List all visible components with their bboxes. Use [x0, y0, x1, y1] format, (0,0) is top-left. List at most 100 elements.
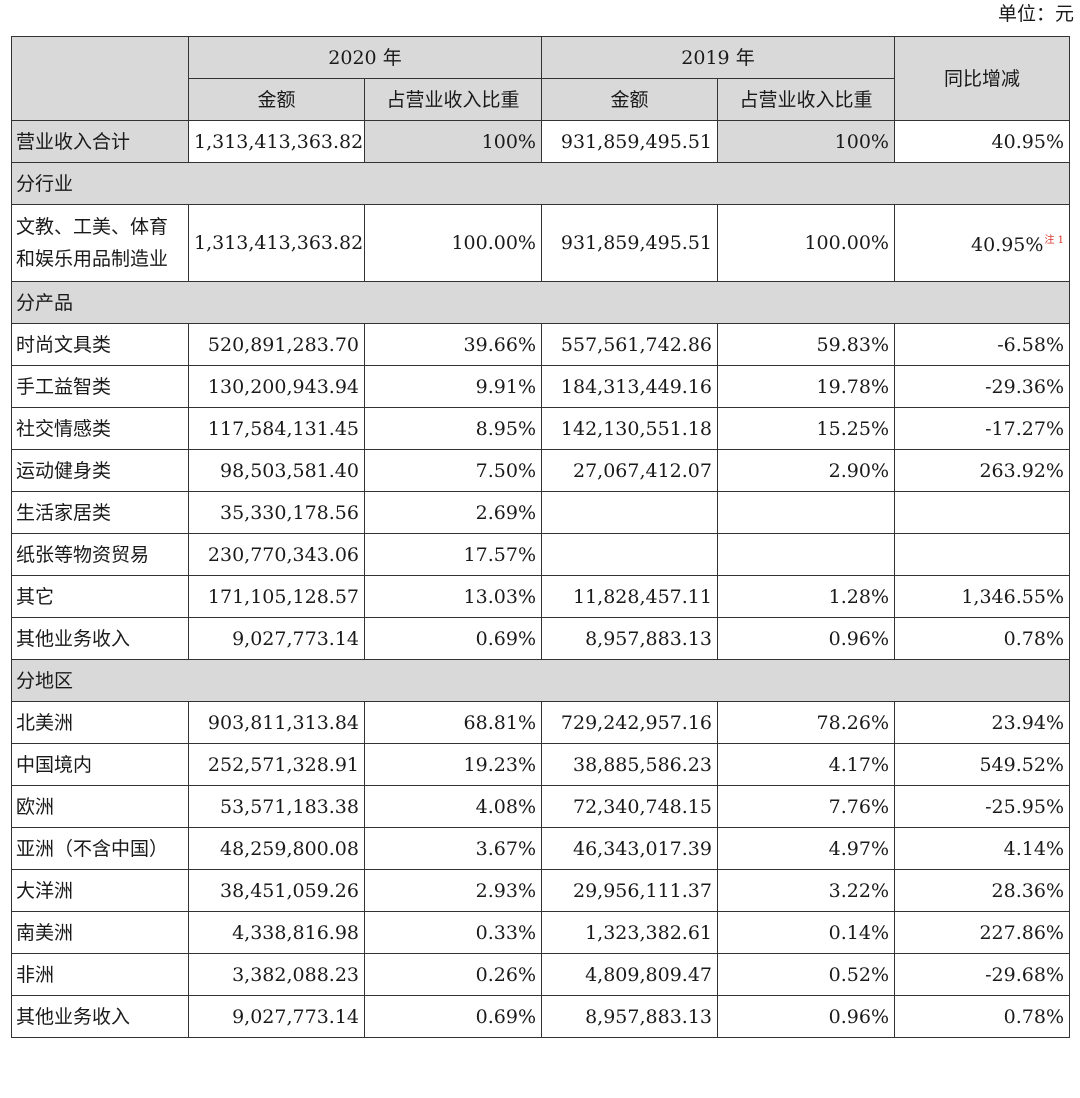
ratio-2019-cell: 0.52%: [717, 953, 895, 996]
product-row: 其他业务收入 9,027,773.14 0.69% 8,957,883.13 0.96%…: [11, 617, 1070, 660]
region-row: 中国境内 252,571,328.91 19.23% 38,885,586.23 4.1…: [11, 743, 1070, 786]
row-label: 其他业务收入: [11, 995, 189, 1038]
yoy-cell: 1,346.55%: [894, 575, 1070, 618]
revenue-composition-table: 2020 年 2019 年 同比增减 金额 占营业收入比重 金额 占营业收入比重…: [11, 36, 1070, 1038]
ratio-2020-cell: 39.66%: [364, 323, 542, 366]
product-row: 手工益智类 130,200,943.94 9.91% 184,313,449.16 19…: [11, 365, 1070, 408]
header-ratio-2019: 占营业收入比重: [717, 78, 895, 121]
region-row: 非洲 3,382,088.23 0.26% 4,809,809.47 0.52% -29.…: [11, 953, 1070, 996]
yoy-cell: -6.58%: [894, 323, 1070, 366]
amount-2020-cell: 53,571,183.38: [188, 785, 365, 828]
yoy-cell: 40.95%注 1: [894, 204, 1070, 282]
ratio-2019-cell: 1.28%: [717, 575, 895, 618]
amount-2019-cell: 1,323,382.61: [541, 911, 718, 954]
product-row: 纸张等物资贸易 230,770,343.06 17.57%: [11, 533, 1070, 576]
ratio-2020-cell: 19.23%: [364, 743, 542, 786]
amount-2020-cell: 38,451,059.26: [188, 869, 365, 912]
amount-2020-cell: 117,584,131.45: [188, 407, 365, 450]
yoy-cell: -29.68%: [894, 953, 1070, 996]
product-row: 生活家居类 35,330,178.56 2.69%: [11, 491, 1070, 534]
amount-2020-cell: 35,330,178.56: [188, 491, 365, 534]
region-row: 南美洲 4,338,816.98 0.33% 1,323,382.61 0.14% 227…: [11, 911, 1070, 954]
row-label: 其它: [11, 575, 189, 618]
yoy-cell: 28.36%: [894, 869, 1070, 912]
ratio-2020-cell: 13.03%: [364, 575, 542, 618]
row-label: 欧洲: [11, 785, 189, 828]
yoy-cell: -29.36%: [894, 365, 1070, 408]
yoy-cell: 40.95%: [894, 120, 1070, 163]
amount-2019-cell: 729,242,957.16: [541, 701, 718, 744]
footnote-marker: 注 1: [1044, 235, 1064, 246]
product-row: 其它 171,105,128.57 13.03% 11,828,457.11 1.28%…: [11, 575, 1070, 618]
amount-2019-cell: [541, 533, 718, 576]
yoy-cell: -17.27%: [894, 407, 1070, 450]
row-label: 营业收入合计: [11, 120, 189, 163]
amount-2020-cell: 230,770,343.06: [188, 533, 365, 576]
ratio-2019-cell: 0.14%: [717, 911, 895, 954]
product-row: 运动健身类 98,503,581.40 7.50% 27,067,412.07 2.90…: [11, 449, 1070, 492]
row-label: 非洲: [11, 953, 189, 996]
section-label: 分行业: [11, 162, 1070, 205]
row-label: 生活家居类: [11, 491, 189, 534]
ratio-2019-cell: 59.83%: [717, 323, 895, 366]
header-year-2020: 2020 年: [188, 36, 542, 79]
ratio-2019-cell: 3.22%: [717, 869, 895, 912]
ratio-2020-cell: 8.95%: [364, 407, 542, 450]
amount-2020-cell: 4,338,816.98: [188, 911, 365, 954]
yoy-value: 40.95%: [971, 234, 1044, 256]
row-label: 时尚文具类: [11, 323, 189, 366]
ratio-2020-cell: 0.26%: [364, 953, 542, 996]
yoy-cell: -25.95%: [894, 785, 1070, 828]
ratio-2019-cell: 100.00%: [717, 204, 895, 282]
row-label: 运动健身类: [11, 449, 189, 492]
row-label: 文教、工美、体育和娱乐用品制造业: [11, 204, 189, 282]
amount-2020-cell: 171,105,128.57: [188, 575, 365, 618]
amount-2020-cell: 903,811,313.84: [188, 701, 365, 744]
ratio-2020-cell: 0.69%: [364, 995, 542, 1038]
yoy-cell: 263.92%: [894, 449, 1070, 492]
ratio-2020-cell: 2.69%: [364, 491, 542, 534]
unit-label: 单位：元: [997, 3, 1074, 25]
ratio-2019-cell: 4.97%: [717, 827, 895, 870]
section-row-region: 分地区: [11, 659, 1070, 702]
ratio-2019-cell: [717, 491, 895, 534]
ratio-2019-cell: 0.96%: [717, 995, 895, 1038]
ratio-2020-cell: 3.67%: [364, 827, 542, 870]
header-amount-2019: 金额: [541, 78, 718, 121]
ratio-2019-cell: 78.26%: [717, 701, 895, 744]
ratio-2020-cell: 4.08%: [364, 785, 542, 828]
industry-row: 文教、工美、体育和娱乐用品制造业 1,313,413,363.82 100.00…: [11, 204, 1070, 282]
ratio-2020-cell: 9.91%: [364, 365, 542, 408]
header-amount-2020: 金额: [188, 78, 365, 121]
amount-2019-cell: 29,956,111.37: [541, 869, 718, 912]
ratio-2019-cell: 4.17%: [717, 743, 895, 786]
amount-2019-cell: 931,859,495.51: [541, 204, 718, 282]
header-yoy: 同比增减: [894, 36, 1070, 121]
amount-2020-cell: 3,382,088.23: [188, 953, 365, 996]
ratio-2020-cell: 7.50%: [364, 449, 542, 492]
ratio-2020-cell: 2.93%: [364, 869, 542, 912]
amount-2019-cell: 142,130,551.18: [541, 407, 718, 450]
table-body: 营业收入合计 1,313,413,363.82 100% 931,859,495…: [11, 120, 1070, 1038]
ratio-2019-cell: 7.76%: [717, 785, 895, 828]
amount-2020-cell: 1,313,413,363.82: [188, 204, 365, 282]
row-label: 手工益智类: [11, 365, 189, 408]
amount-2019-cell: 931,859,495.51: [541, 120, 718, 163]
row-label: 南美洲: [11, 911, 189, 954]
row-label: 其他业务收入: [11, 617, 189, 660]
header-row-columns: 金额 占营业收入比重 金额 占营业收入比重: [12, 78, 1070, 121]
product-row: 时尚文具类 520,891,283.70 39.66% 557,561,742.86 5…: [11, 323, 1070, 366]
amount-2019-cell: [541, 491, 718, 534]
region-row: 欧洲 53,571,183.38 4.08% 72,340,748.15 7.76% -2…: [11, 785, 1070, 828]
ratio-2019-cell: 2.90%: [717, 449, 895, 492]
amount-2020-cell: 9,027,773.14: [188, 617, 365, 660]
yoy-cell: [894, 491, 1070, 534]
ratio-2020-cell: 100.00%: [364, 204, 542, 282]
row-label: 大洋洲: [11, 869, 189, 912]
amount-2020-cell: 1,313,413,363.82: [188, 120, 365, 163]
yoy-cell: 0.78%: [894, 617, 1070, 660]
yoy-cell: 549.52%: [894, 743, 1070, 786]
amount-2019-cell: 72,340,748.15: [541, 785, 718, 828]
ratio-2019-cell: 0.96%: [717, 617, 895, 660]
amount-2019-cell: 4,809,809.47: [541, 953, 718, 996]
